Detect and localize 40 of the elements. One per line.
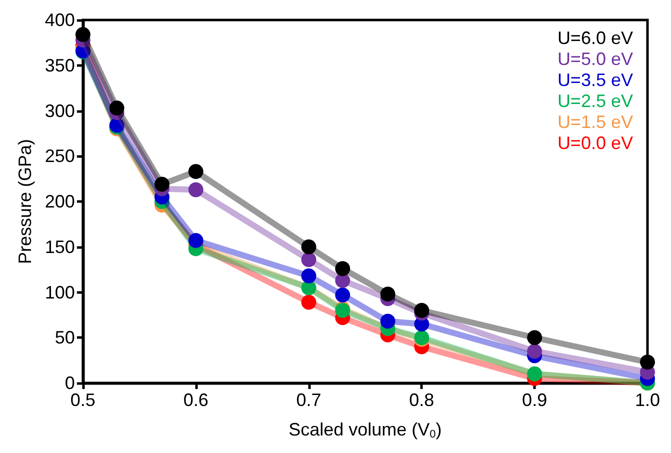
x-tick-label: 0.8 [409, 390, 434, 410]
x-tick-label: 0.9 [522, 390, 548, 410]
x-tick-label: 0.5 [70, 390, 96, 410]
point [75, 27, 90, 42]
y-tick-label: 400 [44, 10, 75, 30]
y-axis-title: Pressure (GPa) [15, 138, 35, 264]
text: U=0.0 eV [557, 133, 633, 153]
point [527, 330, 542, 346]
point [414, 302, 430, 318]
point [188, 182, 204, 198]
point [301, 239, 316, 254]
text: U=3.5 eV [557, 70, 633, 90]
y-tick-label: 50 [54, 328, 75, 348]
text: U=6.0 eV [557, 28, 633, 48]
point [109, 100, 124, 116]
y-tick-label: 200 [44, 192, 75, 212]
y-tick-label: 150 [44, 236, 75, 257]
point [154, 176, 170, 192]
point [380, 286, 396, 302]
point [335, 287, 350, 302]
x-tick-label: 0.6 [183, 390, 208, 410]
text: U=2.5 eV [557, 91, 633, 111]
y-tick-label: 250 [44, 146, 75, 166]
point [301, 268, 316, 284]
x-tick-label: 0.7 [296, 390, 322, 410]
text: U=1.5 eV [557, 112, 633, 132]
y-tick-label: 350 [44, 55, 75, 76]
point [188, 233, 204, 248]
point [335, 261, 350, 276]
x-tick-label: 1.0 [634, 390, 660, 410]
point [527, 344, 542, 359]
y-tick-label: 100 [44, 282, 75, 302]
point [640, 354, 655, 370]
point [301, 294, 316, 310]
point [188, 164, 204, 180]
text: U=5.0 eV [557, 49, 633, 69]
point [301, 252, 316, 268]
point [380, 314, 396, 329]
y-tick-label: 300 [44, 100, 75, 121]
y-tick-label: 0 [64, 373, 75, 393]
